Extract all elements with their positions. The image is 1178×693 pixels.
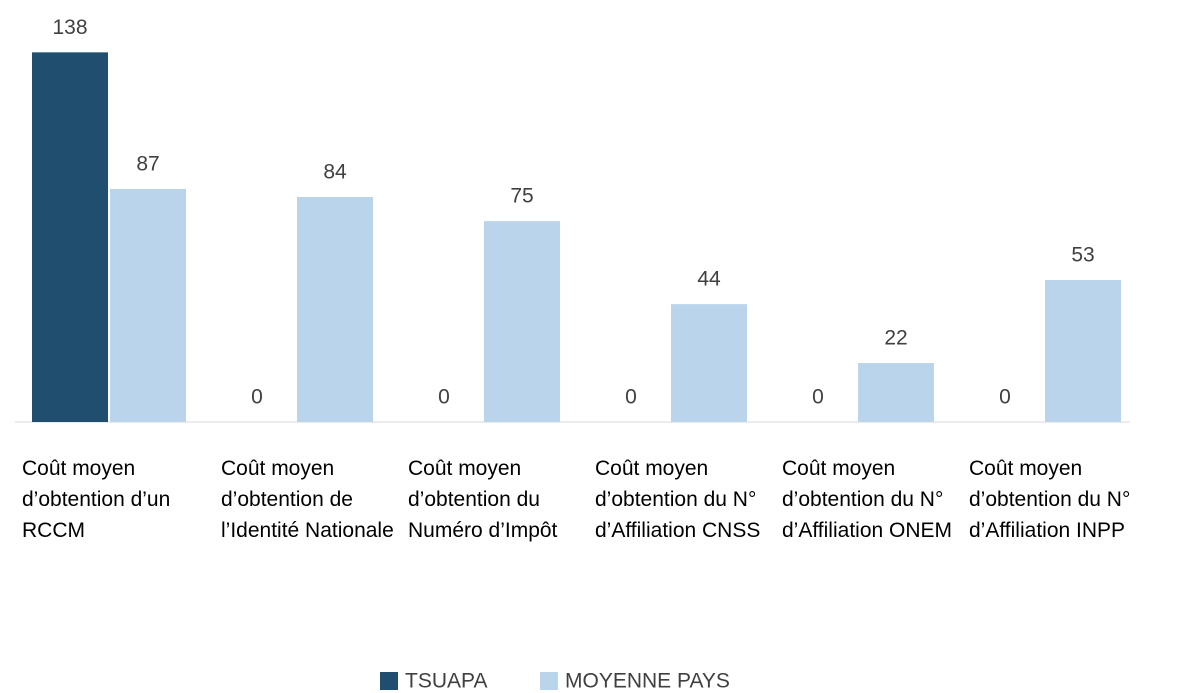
bar (297, 197, 373, 422)
data-label: 22 (884, 327, 907, 350)
data-label: 0 (438, 386, 450, 409)
data-label: 75 (510, 185, 533, 208)
x-tick-label: Coût moyen d’obtention du N° d’Affiliati… (782, 457, 953, 542)
bar (484, 221, 560, 422)
x-tick-label: Coût moyen d’obtention du Numéro d’Impôt (408, 457, 558, 542)
data-label: 0 (625, 386, 637, 409)
data-label: 44 (697, 268, 721, 291)
bar (1045, 280, 1121, 422)
legend-label: MOYENNE PAYS (565, 670, 730, 693)
x-tick-label: Coût moyen d’obtention du N° d’Affiliati… (595, 457, 761, 542)
data-label: 84 (323, 161, 347, 184)
data-label: 0 (251, 386, 263, 409)
data-label: 87 (136, 153, 159, 176)
data-label: 0 (812, 386, 824, 409)
x-tick-label: Coût moyen d’obtention d’un RCCM (22, 457, 171, 542)
bar (32, 52, 108, 422)
legend-label: TSUAPA (405, 670, 487, 693)
data-label: 53 (1071, 244, 1094, 267)
data-label: 0 (999, 386, 1011, 409)
bar (671, 304, 747, 422)
bar (110, 188, 186, 422)
data-label: 138 (52, 16, 87, 39)
x-tick-label: Coût moyen d’obtention du N° d’Affiliati… (969, 457, 1131, 542)
legend-swatch (540, 672, 558, 690)
bar (858, 363, 934, 422)
legend-swatch (380, 672, 398, 690)
x-tick-label: Coût moyen d’obtention de l’Identité Nat… (221, 457, 394, 542)
